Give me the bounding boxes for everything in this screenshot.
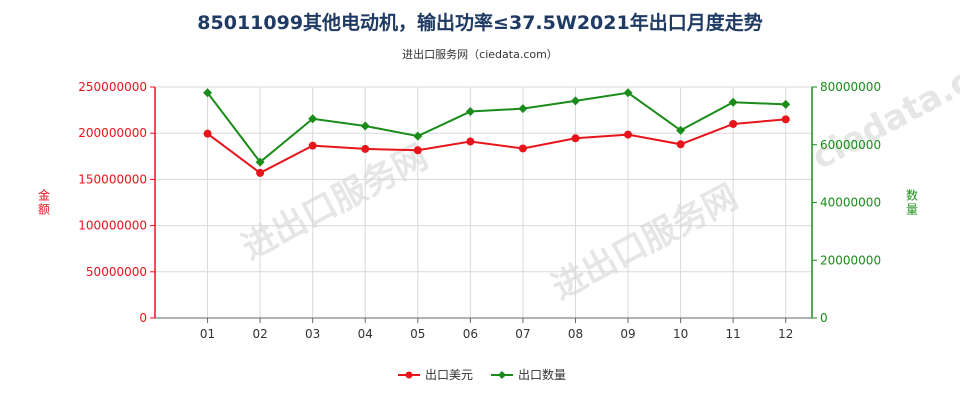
chart-subtitle: 进出口服务网（ciedata.com） [402,48,558,61]
series-point [729,119,738,128]
series-point [518,104,528,114]
legend-item-0[interactable]: 出口美元 [398,368,473,382]
series-point [623,88,633,98]
right-axis-title: 数量 [906,188,918,217]
series-point [676,125,686,135]
right-tick-label: 80000000 [820,80,881,94]
series-point [360,121,370,131]
series-point [624,130,633,139]
x-tick-label: 11 [726,327,741,341]
x-tick-label: 01 [200,327,215,341]
x-tick-label: 08 [568,327,583,341]
series-point [203,129,212,138]
left-tick-label: 150000000 [78,172,147,186]
series-point [465,107,475,117]
left-axis-title: 金额 [38,188,50,217]
x-tick-label: 05 [410,327,425,341]
x-tick-label: 10 [673,327,688,341]
series-point [255,157,265,167]
left-tick-label: 100000000 [78,219,147,233]
chart-title: 85011099其他电动机，输出功率≤37.5W2021年出口月度走势 [197,12,763,34]
x-tick-label: 12 [778,327,793,341]
watermark: ciedata.com [805,33,960,178]
series-point [413,146,422,155]
series-point [308,141,317,150]
right-tick-label: 20000000 [820,253,881,267]
right-tick-label: 60000000 [820,138,881,152]
legend-swatch-marker [498,371,506,379]
legend-label: 出口美元 [425,368,473,382]
axis-title-char: 数 [906,188,918,203]
left-tick-label: 200000000 [78,126,147,140]
legend-swatch-marker [405,371,413,379]
x-tick-label: 06 [463,327,478,341]
x-tick-label: 04 [358,327,373,341]
series-point [570,96,580,106]
x-tick-label: 02 [252,327,267,341]
series-point [256,168,265,177]
series-point [781,115,790,124]
series-point [203,88,213,98]
x-tick-label: 09 [620,327,635,341]
x-tick-label: 03 [305,327,320,341]
legend-label: 出口数量 [518,367,566,382]
legend-item-1[interactable]: 出口数量 [491,367,566,382]
series-point [571,134,580,143]
x-tick-label: 07 [515,327,530,341]
axis-title-char: 额 [38,203,50,217]
left-tick-label: 250000000 [78,80,147,94]
series-point [728,97,738,107]
series-point [781,99,791,109]
series-point [361,144,370,153]
watermark: 进出口服务网 [235,137,434,268]
series-point [518,144,527,153]
right-tick-label: 40000000 [820,196,881,210]
series-layer [203,88,791,177]
series-point [466,137,475,146]
right-tick-label: 0 [820,311,828,325]
legend[interactable]: 出口美元 出口数量 [398,367,566,382]
series-point [676,140,685,149]
axes: 0500000001000000001500000002000000002500… [38,80,918,341]
axis-title-char: 量 [906,203,918,217]
left-tick-label: 0 [139,311,147,325]
series-line-1 [206,91,786,164]
series-point [308,114,318,124]
axis-title-char: 金 [38,188,50,203]
series-line-0 [206,118,786,175]
series-point [413,131,423,141]
left-tick-label: 50000000 [86,265,147,279]
